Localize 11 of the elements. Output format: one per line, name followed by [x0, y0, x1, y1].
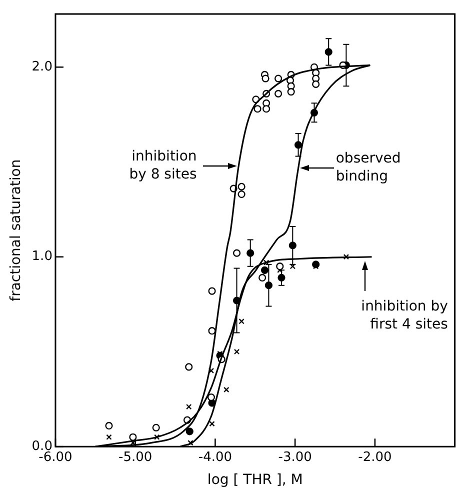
- annotation: inhibition by first 4 sites: [361, 298, 448, 332]
- y-tick-label: 2.0: [32, 60, 52, 74]
- x-tick-label: -2.00: [358, 450, 392, 465]
- annotation: observed binding: [336, 150, 401, 184]
- x-axis-title: log [ THR ], M: [207, 472, 303, 488]
- x-tick-label: -5.00: [118, 450, 152, 465]
- x-tick-label: -4.00: [198, 450, 232, 465]
- annotation: inhibition by 8 sites: [129, 148, 197, 182]
- x-tick-label: -3.00: [278, 450, 312, 465]
- y-axis-title: fractional saturation: [8, 159, 24, 302]
- y-tick-label: 1.0: [32, 249, 52, 264]
